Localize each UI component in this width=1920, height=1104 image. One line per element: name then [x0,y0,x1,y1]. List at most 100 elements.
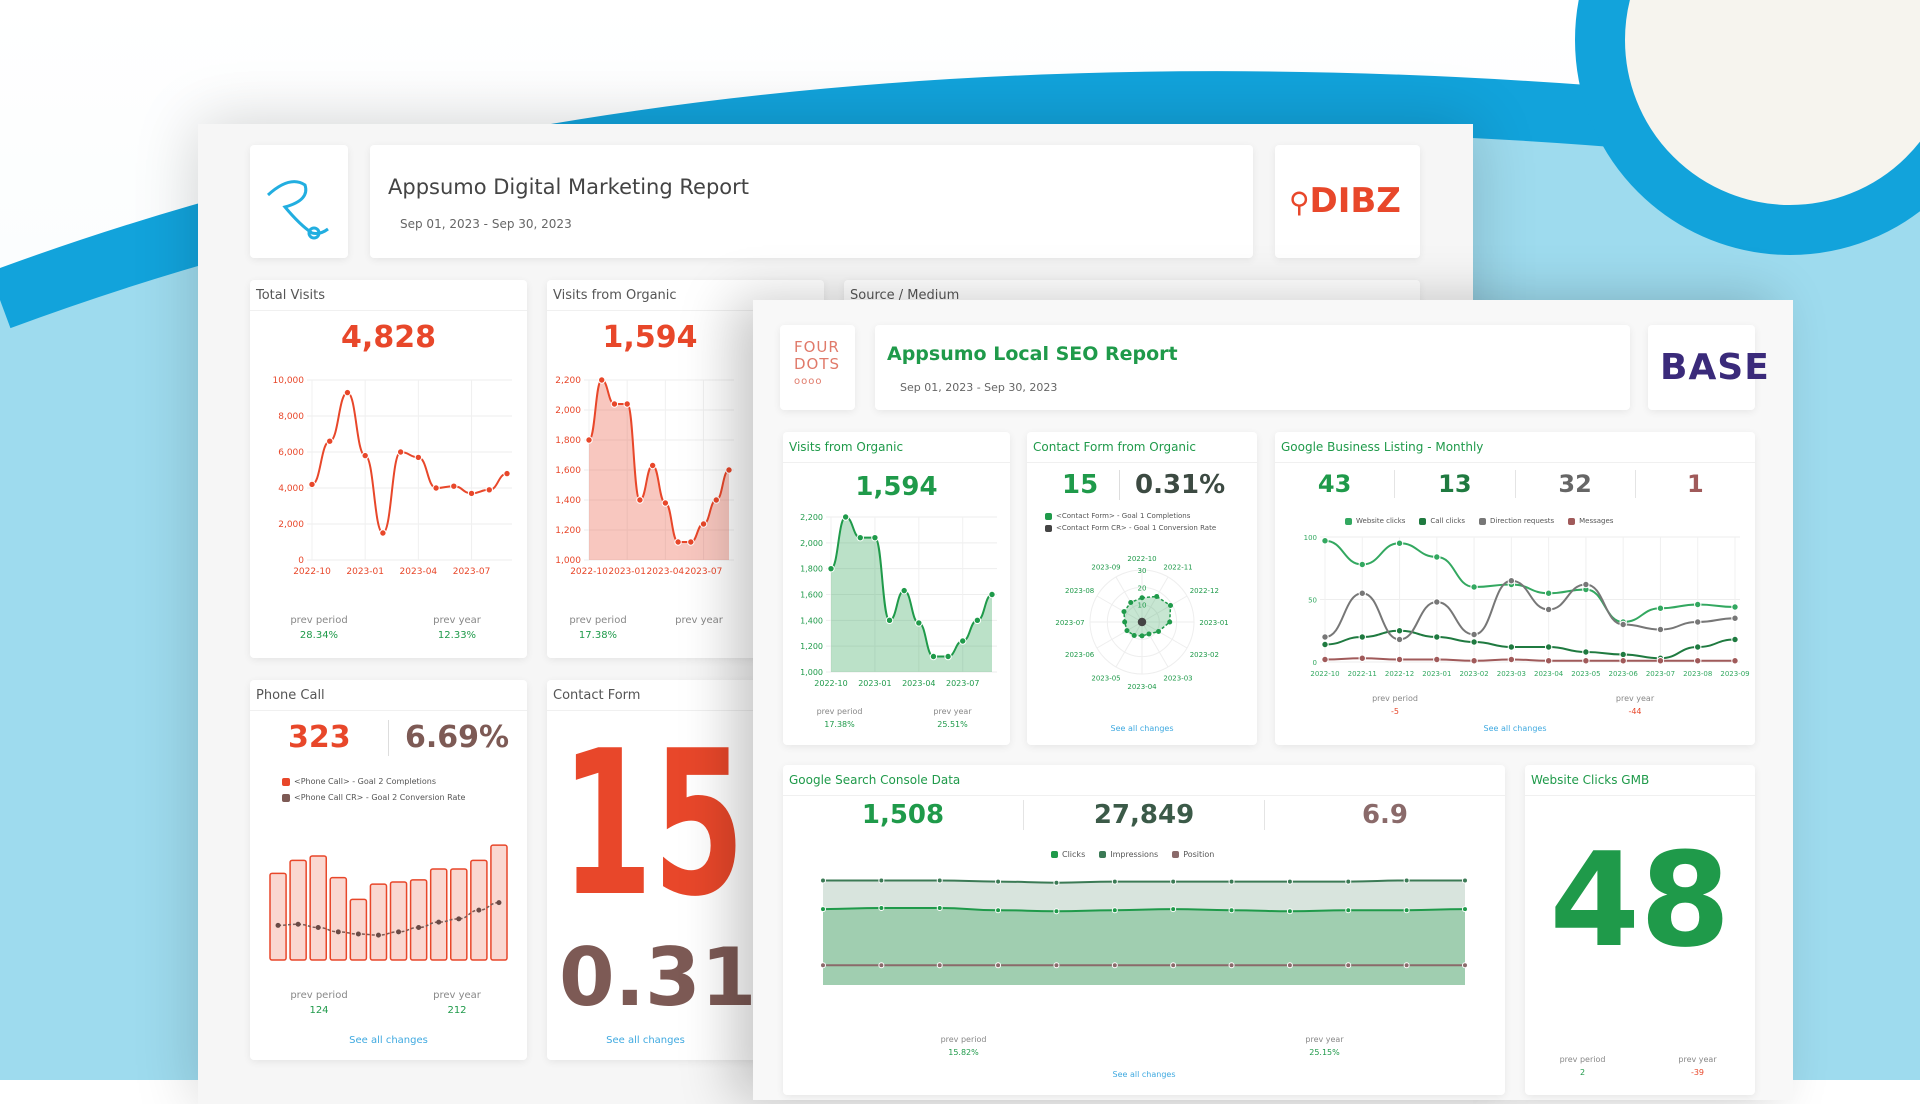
x-tick-label: 2023-04 [1534,670,1564,678]
data-point [1228,962,1235,969]
bar [329,876,348,961]
data-point [1403,962,1410,969]
prev-period: prev period 124 [290,990,348,1016]
series-line [1324,539,1736,624]
legend-item: <Contact Form CR> - Goal 1 Conversion Ra… [1045,524,1216,532]
data-point [1345,878,1352,885]
data-point [456,916,462,922]
x-tick-label: 2023-07 [946,679,979,688]
report-header: Appsumo Local SEO Report Sep 01, 2023 - … [875,325,1630,410]
contact-form-rate: 0.31% [1135,470,1226,500]
y-tick-label: 50 [1308,597,1317,605]
data-point [476,907,482,913]
data-point [1228,878,1235,885]
data-point [1470,638,1478,646]
prev-year: prev year 212 [433,990,481,1016]
data-point [674,538,682,546]
visits-organic-card: Visits from Organic 1,594 1,000 1,200 1,40… [783,432,1010,745]
google-business-listing-card: Google Business Listing - Monthly 43 13 … [1275,432,1755,745]
data-point [878,877,885,884]
dibz-logo: ⚲DIBZ [1289,181,1401,221]
data-point [343,388,352,397]
y-tick-label: 4,000 [278,484,304,494]
data-point [995,878,1002,885]
see-all-changes-link[interactable]: See all changes [349,1035,428,1046]
search-console-card: Google Search Console Data 1,508 27,849 … [783,765,1505,1095]
gsc-chart [820,877,1468,985]
data-point [871,533,879,542]
data-point [1544,657,1553,665]
data-point [699,520,708,528]
see-all-changes-link[interactable]: See all changes [1112,1070,1176,1079]
data-point [820,906,826,913]
y-tick-label: 2,000 [555,406,581,416]
y-tick-label: 1,600 [555,466,581,476]
see-all-changes-link[interactable]: See all changes [1110,724,1174,733]
y-tick-label: 1,400 [555,496,581,506]
radar-axis [1096,595,1143,623]
data-point [841,513,850,521]
gsc-legend: Clicks Impressions Position [1051,850,1228,859]
date-range-picker[interactable]: Sep 01, 2023 - Sep 30, 2023 [900,381,1058,394]
data-point [1462,962,1468,969]
data-point [355,931,361,937]
data-point [959,637,967,645]
data-point [1139,633,1145,639]
bar [389,881,408,961]
radar-axis-label: 2023-03 [1163,674,1192,682]
radar-axis-label: 2023-08 [1065,587,1094,595]
see-all-changes-link[interactable]: See all changes [1483,724,1547,733]
data-point [687,538,695,546]
data-point [1656,625,1665,634]
y-tick-label: 1,800 [555,436,581,446]
data-point [1138,617,1144,623]
data-point [1395,635,1404,644]
data-point [1122,619,1128,625]
series-line [822,907,1466,913]
website-clicks-gmb-card: Website Clicks GMB 48 prev period 2 prev … [1525,765,1755,1095]
x-tick-label: 2023-08 [1683,670,1712,678]
gsc-metrics: 1,508 27,849 6.9 [783,800,1505,830]
y-tick-label: 10,000 [273,376,305,386]
data-point [1582,648,1590,656]
data-point [335,929,341,935]
base-logo: BASE [1660,347,1770,388]
radar-axis-label: 2023-09 [1091,564,1120,572]
card-title: Source / Medium [850,288,960,303]
data-point [936,877,943,884]
data-point [929,652,938,661]
data-point [436,919,442,925]
data-point [432,484,440,492]
x-tick-label: 2023-03 [1497,670,1526,678]
bar [369,883,388,961]
x-tick-label: 2023-01 [858,679,891,688]
data-point [712,496,720,504]
data-point [1619,620,1627,629]
y-tick-label: 100 [1304,534,1317,542]
data-point [1656,657,1665,665]
x-tick-label: 2023-07 [1646,670,1675,678]
agency-logo-card [250,145,348,258]
data-point [1470,583,1478,591]
x-tick-label: 2023-04 [647,567,685,577]
contact-form-value: 15 [1062,470,1099,500]
position-value: 6.9 [1264,800,1505,830]
series-line [823,879,1465,884]
data-point [636,496,644,504]
bar [409,879,428,961]
prev-year: prev year 25.15% [1305,1035,1344,1057]
legend-item: Website clicks [1345,517,1405,525]
y-tick-label: 8,000 [278,412,304,422]
y-tick-label: 2,200 [555,376,581,386]
legend-item: Direction requests [1479,517,1554,525]
x-tick-label: 2022-10 [1310,670,1339,678]
see-all-changes-link[interactable]: See all changes [606,1035,685,1046]
phone-call-rate: 6.69% [405,720,510,755]
data-point [1544,605,1553,614]
data-point [885,616,894,625]
date-range-picker[interactable]: Sep 01, 2023 - Sep 30, 2023 [400,217,572,231]
data-point [295,921,301,927]
data-point [1694,657,1702,665]
report-title: Appsumo Digital Marketing Report [388,175,749,199]
data-point [1433,553,1441,561]
